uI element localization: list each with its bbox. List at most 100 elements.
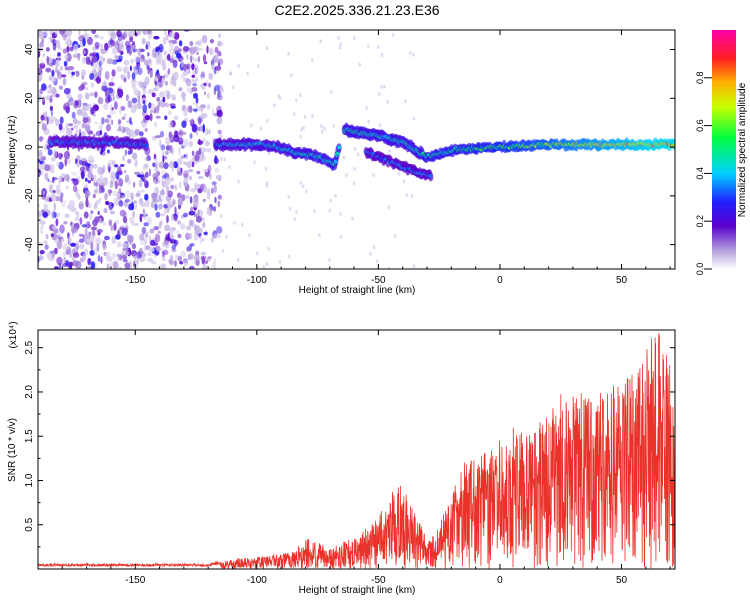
noise-blob: [41, 193, 47, 200]
noise-blob: [318, 233, 321, 237]
noise-blob: [206, 92, 210, 99]
noise-blob: [217, 200, 221, 207]
noise-blob: [78, 238, 85, 243]
noise-blob: [215, 174, 222, 180]
noise-blob: [193, 197, 199, 206]
noise-blob: [70, 95, 73, 105]
noise-blob: [91, 230, 96, 236]
noise-blob: [412, 52, 415, 57]
noise-blob: [143, 81, 148, 87]
y-tick-label: 1.5: [24, 429, 35, 443]
noise-blob: [124, 227, 129, 233]
noise-blob: [217, 40, 222, 47]
noise-blob: [43, 240, 48, 245]
noise-blob: [196, 52, 199, 56]
noise-blob: [48, 75, 53, 81]
colorbar-tick-label: 0.2: [695, 215, 705, 228]
noise-blob: [182, 259, 189, 267]
noise-blob: [169, 58, 174, 63]
noise-blob: [203, 169, 209, 173]
noise-blob: [47, 194, 51, 198]
noise-blob: [131, 72, 136, 80]
noise-blob: [52, 42, 57, 51]
noise-blob: [190, 206, 194, 214]
noise-blob: [181, 91, 186, 99]
noise-blob: [165, 137, 171, 146]
noise-blob: [44, 172, 49, 181]
noise-blob: [129, 129, 134, 136]
noise-blob: [40, 114, 45, 121]
noise-blob: [191, 78, 195, 83]
noise-blob: [90, 82, 95, 88]
noise-blob: [71, 71, 75, 76]
noise-blob: [199, 183, 205, 191]
noise-blob: [111, 69, 116, 77]
noise-blob: [124, 198, 131, 203]
noise-blob: [410, 194, 414, 199]
noise-blob: [273, 103, 276, 108]
noise-blob: [122, 242, 128, 249]
noise-blob: [55, 93, 60, 98]
noise-blob: [127, 234, 134, 244]
noise-blob: [132, 252, 138, 259]
noise-blob: [128, 117, 132, 124]
noise-blob: [193, 234, 199, 241]
noise-blob: [121, 116, 126, 120]
noise-blob: [387, 266, 390, 269]
noise-blob: [241, 222, 244, 227]
noise-blob: [117, 34, 124, 41]
noise-blob: [194, 154, 200, 162]
noise-blob: [49, 119, 54, 125]
noise-blob: [199, 83, 204, 88]
noise-blob: [147, 89, 154, 95]
noise-blob: [82, 56, 86, 64]
noise-blob: [57, 52, 61, 57]
noise-blob: [78, 243, 85, 250]
noise-blob: [409, 50, 412, 55]
noise-blob: [59, 85, 63, 90]
noise-blob: [162, 36, 167, 45]
noise-blob: [262, 265, 266, 269]
noise-blob: [156, 194, 162, 199]
noise-blob: [79, 159, 83, 165]
noise-blob: [293, 217, 297, 222]
noise-blob: [59, 224, 65, 234]
noise-blob: [177, 233, 182, 239]
noise-blob: [149, 113, 153, 122]
noise-blob: [78, 85, 84, 91]
noise-blob: [92, 61, 99, 70]
noise-blob: [49, 179, 52, 184]
noise-blob: [154, 186, 160, 195]
noise-blob: [201, 105, 204, 113]
noise-blob: [64, 213, 70, 218]
noise-blob: [69, 46, 74, 52]
noise-blob: [100, 256, 103, 264]
noise-blob: [90, 226, 98, 231]
noise-blob: [116, 241, 122, 248]
noise-blob: [162, 61, 167, 71]
noise-blob: [154, 233, 161, 243]
noise-blob: [56, 188, 62, 196]
noise-blob: [253, 160, 256, 165]
noise-blob: [144, 114, 151, 121]
noise-blob: [68, 66, 75, 71]
noise-blob: [94, 121, 98, 125]
noise-blob: [206, 257, 211, 262]
noise-blob: [166, 187, 169, 197]
noise-blob: [195, 225, 201, 234]
noise-blob: [134, 129, 141, 136]
noise-blob: [265, 262, 269, 267]
noise-blob: [50, 156, 56, 162]
noise-blob: [41, 83, 47, 91]
y-tick-label: -40: [24, 237, 35, 252]
noise-blob: [186, 246, 191, 252]
noise-blob: [221, 88, 225, 93]
noise-blob: [159, 220, 163, 227]
noise-blob: [136, 174, 143, 178]
noise-blob: [159, 213, 165, 217]
noise-blob: [119, 226, 125, 230]
noise-blob: [39, 136, 43, 142]
noise-blob: [257, 64, 260, 69]
noise-blob: [147, 52, 150, 57]
noise-blob: [132, 181, 136, 188]
